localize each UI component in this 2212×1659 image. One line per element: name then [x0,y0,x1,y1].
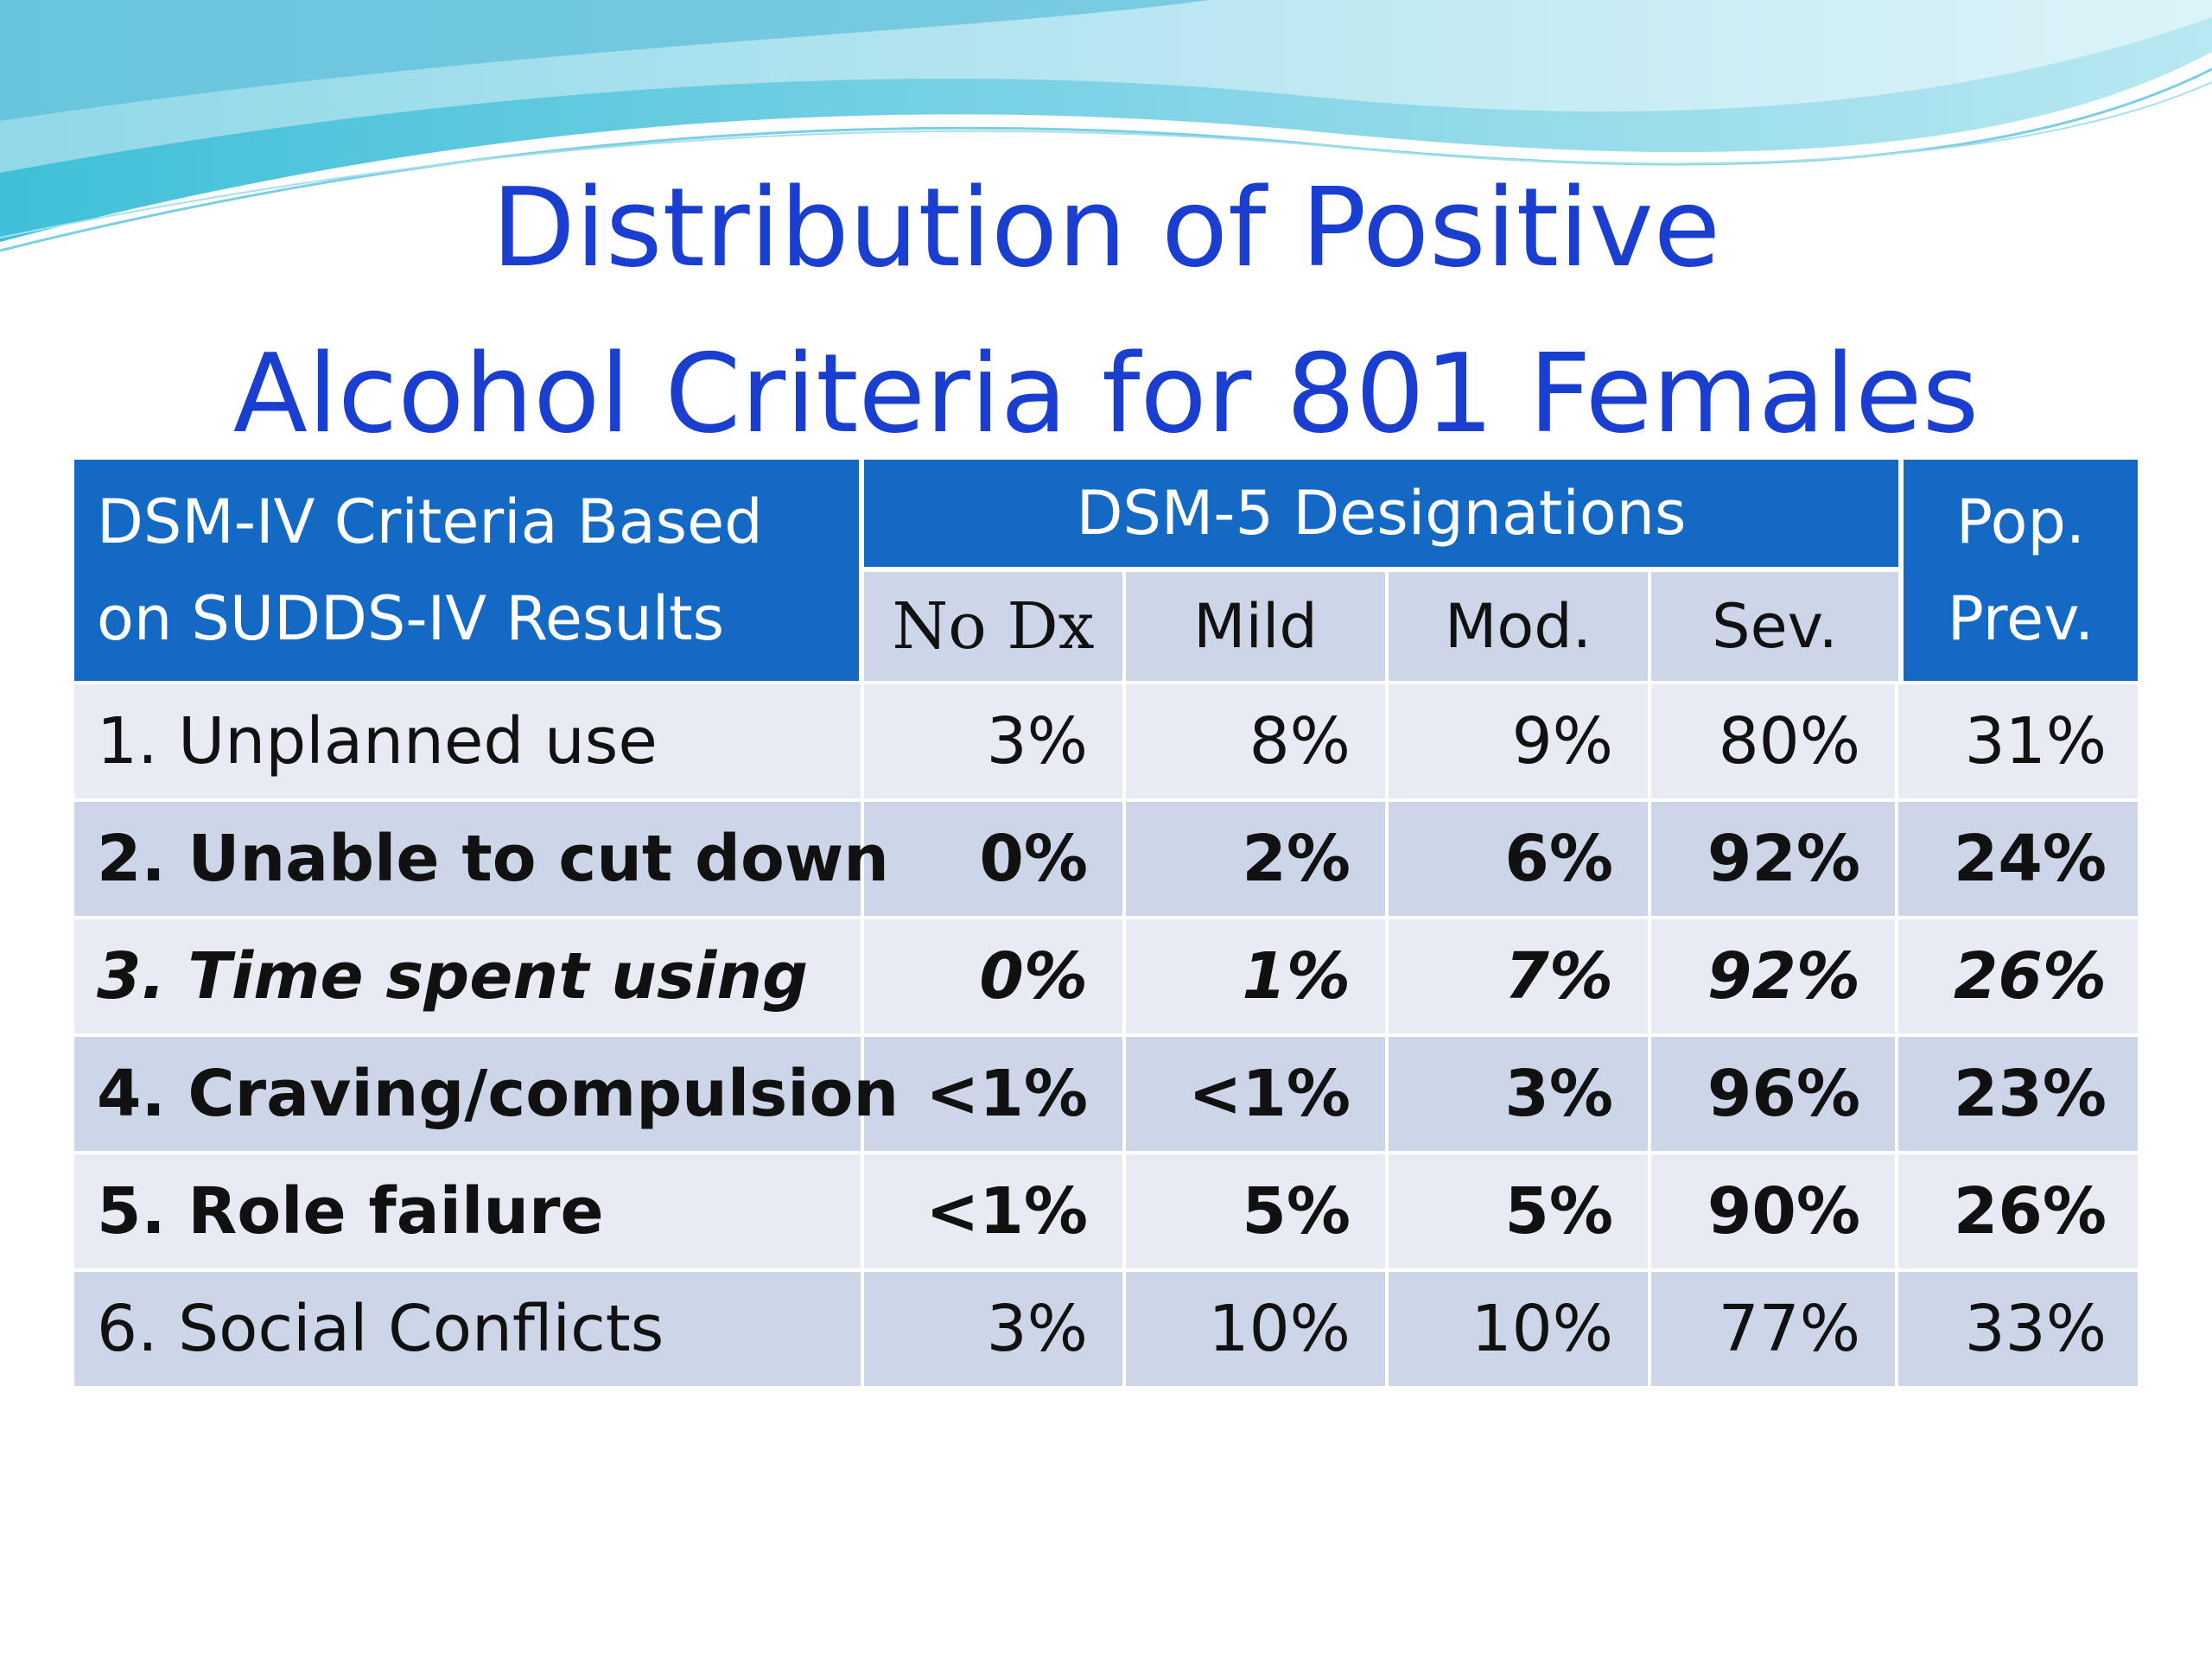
cell-no-dx: 0% [864,916,1126,1033]
cell-mild: 8% [1126,681,1389,798]
cell-pop-prev: 26% [1898,1151,2139,1268]
criteria-table: DSM-IV Criteria Based on SUDDS-IV Result… [74,460,2139,1386]
cell-sev: 90% [1651,1151,1899,1268]
header-dsm5-designations: DSM-5 Designations [864,460,1899,572]
cell-pop-prev: 26% [1898,916,2139,1033]
slide-title: Distribution of Positive Alcohol Criteri… [0,145,2212,477]
cell-mod: 3% [1389,1033,1651,1151]
subheader-mod: Mod. [1389,572,1651,681]
row-criterion: 3. Time spent using [74,916,864,1033]
cell-no-dx: 3% [864,681,1126,798]
subheader-mild: Mild [1126,572,1389,681]
row-criterion: 2. Unable to cut down [74,798,889,916]
cell-mild: <1% [1126,1033,1389,1151]
row-criterion: 4. Craving/compulsion [74,1033,899,1151]
decorative-wave-banner [0,0,2212,252]
header-criteria-line1: DSM-IV Criteria Based [97,486,763,557]
cell-sev: 80% [1651,681,1899,798]
cell-pop-prev: 23% [1898,1033,2139,1151]
cell-pop-prev: 31% [1898,681,2139,798]
cell-pop-prev: 24% [1898,798,2139,916]
table-row: 5. Role failure <1% 5% 5% 90% 26% [74,1151,2139,1268]
cell-mod: 7% [1389,916,1651,1033]
row-criterion: 1. Unplanned use [74,681,864,798]
table-row: 3. Time spent using 0% 1% 7% 92% 26% [74,916,2139,1033]
cell-mod: 6% [1389,798,1651,916]
cell-mild: 1% [1126,916,1389,1033]
header-pop-prev: Pop. Prev. [1898,460,2139,681]
slide-title-line2: Alcohol Criteria for 801 Females [232,330,1980,457]
cell-mild: 2% [1126,798,1389,916]
cell-no-dx: <1% [864,1151,1126,1268]
subheader-sev: Sev. [1651,572,1899,681]
table-header-row: DSM-IV Criteria Based on SUDDS-IV Result… [74,460,2139,681]
subheader-no-dx: No Dx [864,572,1126,681]
cell-mod: 5% [1389,1151,1651,1268]
header-pop-line2: Prev. [1947,583,2094,654]
cell-sev: 92% [1651,798,1899,916]
header-criteria: DSM-IV Criteria Based on SUDDS-IV Result… [74,460,864,681]
cell-mild: 10% [1126,1268,1389,1386]
cell-mod: 9% [1389,681,1651,798]
cell-no-dx: <1% [864,1033,1126,1151]
cell-mod: 10% [1389,1268,1651,1386]
cell-no-dx: 3% [864,1268,1126,1386]
table-subheader-row: No Dx Mild Mod. Sev. [74,572,2138,681]
table-row: 1. Unplanned use 3% 8% 9% 80% 31% [74,681,2139,798]
slide-title-line1: Distribution of Positive [491,164,1721,291]
cell-no-dx: 0% [864,798,1126,916]
header-pop-line1: Pop. [1955,486,2086,557]
table-row: 4. Craving/compulsion <1% <1% 3% 96% 23% [74,1033,2139,1151]
row-criterion: 5. Role failure [74,1151,864,1268]
cell-sev: 92% [1651,916,1899,1033]
cell-sev: 77% [1651,1268,1899,1386]
cell-sev: 96% [1651,1033,1899,1151]
table-row: 2. Unable to cut down 0% 2% 6% 92% 24% [74,798,2139,916]
cell-pop-prev: 33% [1898,1268,2139,1386]
header-criteria-line2: on SUDDS-IV Results [97,583,725,654]
table-row: 6. Social Conflicts 3% 10% 10% 77% 33% [74,1268,2139,1386]
cell-mild: 5% [1126,1151,1389,1268]
row-criterion: 6. Social Conflicts [74,1268,864,1386]
